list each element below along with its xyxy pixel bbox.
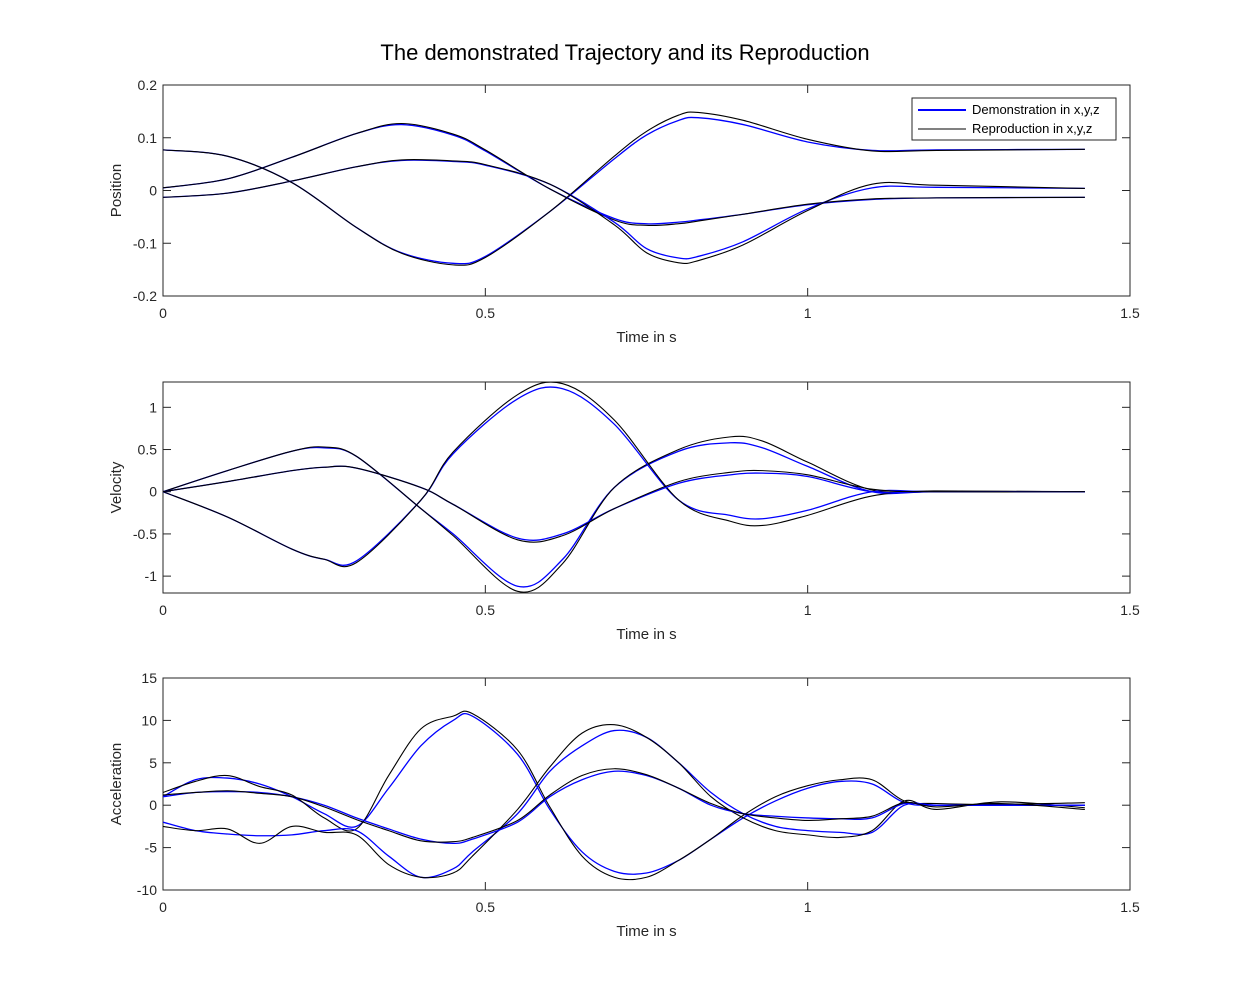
subplots: 0 0.5 1 1.5 -0.2 -0.1 0 0.1 0.2 Time in s Position… <box>108 77 1140 940</box>
position-ytick-label: -0.2 <box>133 288 157 304</box>
velocity-xlabel: Time in s <box>616 626 676 643</box>
figure-title: The demonstrated Trajectory and its Repr… <box>380 40 869 65</box>
velocity-ytick-label: -1 <box>145 568 158 584</box>
position-xtick-label: 1 <box>804 305 812 321</box>
velocity-ytick-label: 0 <box>149 484 157 500</box>
position-ytick-label: 0.1 <box>138 130 158 146</box>
position-xtick-label: 0 <box>159 305 167 321</box>
position-xtick-label: 1.5 <box>1120 305 1140 321</box>
position-ylabel: Position <box>108 164 125 217</box>
acceleration-series-reproduction-2 <box>163 768 1085 843</box>
position-series-reproduction-1 <box>163 111 1085 266</box>
acceleration-ytick-label: 5 <box>149 755 157 771</box>
acceleration-xtick-label: 1.5 <box>1120 899 1140 915</box>
acceleration-ylabel: Acceleration <box>108 743 125 826</box>
velocity-series-demonstration-0 <box>163 442 1085 588</box>
velocity-xtick-label: 1 <box>804 602 812 618</box>
velocity-xtick-label: 1.5 <box>1120 602 1140 618</box>
acceleration-xtick-label: 0 <box>159 899 167 915</box>
acceleration-xtick-label: 1 <box>804 899 812 915</box>
acceleration-series-reproduction-1 <box>163 723 1085 879</box>
acceleration-ytick-label: -10 <box>137 882 157 898</box>
acceleration-ytick-label: 10 <box>141 712 157 728</box>
legend: Demonstration in x,y,z Reproduction in x… <box>911 97 1117 141</box>
velocity-series-reproduction-1 <box>163 382 1085 568</box>
velocity-ylabel: Velocity <box>108 461 125 513</box>
acceleration-series-group <box>163 710 1085 881</box>
acceleration-ytick-label: 0 <box>149 797 157 813</box>
velocity-ytick-label: -0.5 <box>133 526 157 542</box>
legend-entry-reproduction: Reproduction in x,y,z <box>972 121 1092 136</box>
subplot-velocity: 0 0.5 1 1.5 -1 -0.5 0 0.5 1 Time in s Velocity <box>108 381 1140 643</box>
position-series-group <box>163 111 1085 266</box>
acceleration-series-reproduction-0 <box>163 710 1085 881</box>
subplot-position: 0 0.5 1 1.5 -0.2 -0.1 0 0.1 0.2 Time in s Position <box>108 77 1140 346</box>
acceleration-ytick-label: 15 <box>141 670 157 686</box>
legend-entry-demonstration: Demonstration in x,y,z <box>972 102 1100 117</box>
position-series-reproduction-0 <box>163 122 1085 226</box>
position-series-reproduction-2 <box>163 159 1085 265</box>
velocity-series-reproduction-2 <box>163 465 1085 543</box>
velocity-series-reproduction-0 <box>163 435 1085 593</box>
velocity-xtick-label: 0 <box>159 602 167 618</box>
acceleration-ytick-label: -5 <box>145 840 158 856</box>
acceleration-axes-box <box>162 677 1131 891</box>
position-xtick-label: 0.5 <box>476 305 496 321</box>
velocity-ytick-label: 0.5 <box>138 442 158 458</box>
position-ytick-label: -0.1 <box>133 235 157 251</box>
acceleration-xtick-label: 0.5 <box>476 899 496 915</box>
subplot-acceleration: 0 0.5 1 1.5 -10 -5 0 5 10 15 Time in s Acceleration <box>108 670 1140 940</box>
acceleration-series-demonstration-1 <box>163 729 1085 879</box>
velocity-ytick-label: 1 <box>149 399 157 415</box>
acceleration-xlabel: Time in s <box>616 923 676 940</box>
position-ytick-label: 0 <box>149 183 157 199</box>
position-ytick-label: 0.2 <box>138 77 158 93</box>
position-xlabel: Time in s <box>616 329 676 346</box>
velocity-xtick-label: 0.5 <box>476 602 496 618</box>
velocity-axes-box <box>162 381 1131 594</box>
legend-box <box>911 97 1117 141</box>
velocity-series-group <box>163 382 1085 593</box>
